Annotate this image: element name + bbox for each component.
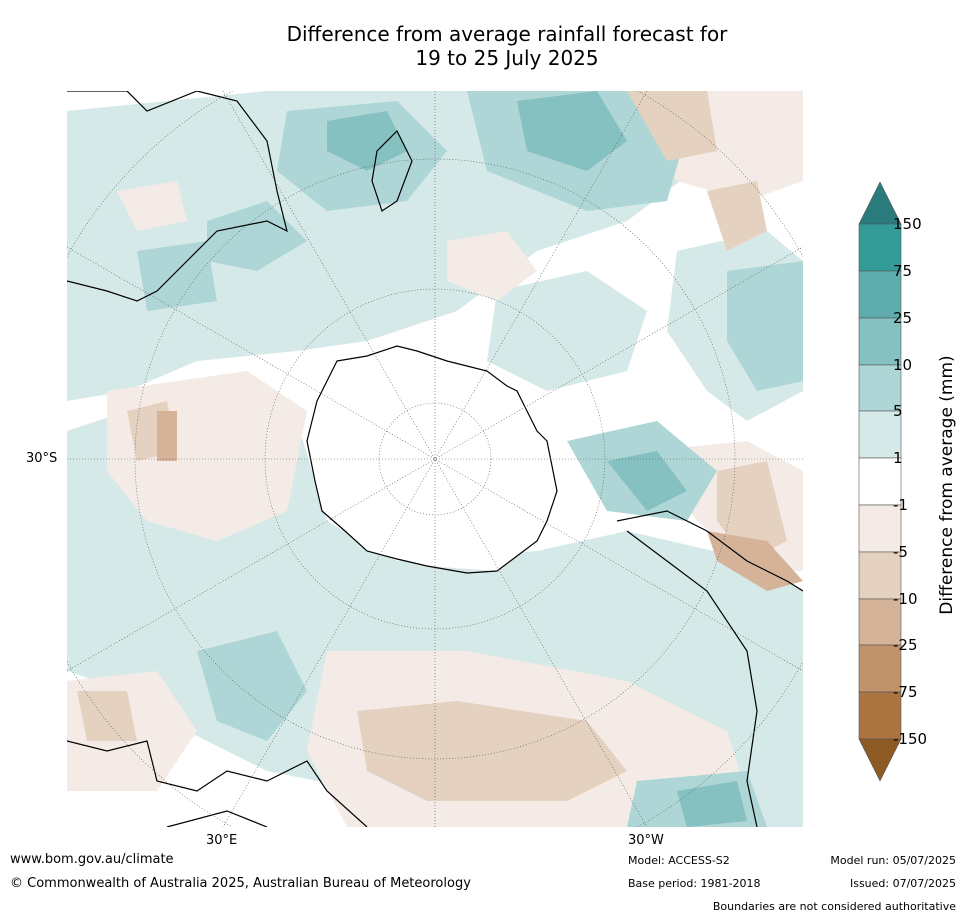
colorbar-tick: -1 — [893, 496, 908, 514]
chart-title: Difference from average rainfall forecas… — [0, 22, 965, 70]
graticule — [67, 91, 803, 827]
antarctica-coastline — [306, 345, 558, 574]
model-run-text: Model run: 05/07/2025 — [830, 854, 956, 867]
colorbar-bin-10-5 — [858, 364, 902, 412]
base-period-text: Base period: 1981-2018 — [628, 877, 761, 890]
colorbar-tick: -150 — [893, 730, 928, 748]
colorbar-bin-neg75-neg150 — [858, 691, 902, 740]
colorbar-tick: 1 — [893, 449, 903, 467]
australia-coastline — [67, 740, 368, 827]
colorbar-bin-25-10 — [858, 317, 902, 366]
longitude-label-right: 30°W — [628, 833, 664, 848]
issued-text: Issued: 07/07/2025 — [849, 877, 956, 890]
madagascar-coastline — [371, 129, 413, 212]
colorbar-tick: 10 — [893, 356, 913, 374]
colorbar-axis-label: Difference from average (mm) — [937, 355, 957, 615]
colorbar-bin-neg10-neg25 — [858, 598, 902, 646]
coastlines — [67, 91, 803, 827]
colorbar-tick: 150 — [893, 215, 922, 233]
dry-10-25-regions — [157, 411, 803, 591]
longitude-label-left: 30°E — [206, 833, 238, 848]
colorbar-tick: 75 — [893, 262, 913, 280]
colorbar-bin-neg1-neg5 — [858, 504, 902, 553]
latitude-label: 30°S — [26, 451, 58, 466]
colorbar-bin-neg25-neg75 — [858, 644, 902, 693]
colorbar — [858, 181, 902, 782]
model-text: Model: ACCESS-S2 — [628, 854, 730, 867]
colorbar-tick: -25 — [893, 636, 918, 654]
colorbar-tick: -75 — [893, 683, 918, 701]
title-line-1: Difference from average rainfall forecas… — [286, 22, 728, 46]
south-america-coastline — [616, 510, 803, 827]
africa-coastline — [67, 91, 288, 302]
colorbar-bin-5-1 — [858, 410, 902, 459]
wet-10-25-regions — [327, 91, 747, 827]
title-line-2: 19 to 25 July 2025 — [415, 46, 599, 70]
rainfall-anomaly-map — [67, 91, 803, 827]
colorbar-dry-extend — [858, 738, 902, 782]
antarctica-interior — [307, 346, 557, 571]
copyright-text: © Commonwealth of Australia 2025, Austra… — [10, 876, 471, 891]
disclaimer-text: Boundaries are not considered authoritat… — [712, 900, 956, 913]
colorbar-tick: 5 — [893, 402, 903, 420]
colorbar-bin-1-neg1 — [858, 457, 902, 506]
colorbar-tick: 25 — [893, 309, 913, 327]
website-link[interactable]: www.bom.gov.au/climate — [10, 852, 174, 867]
colorbar-tick: -5 — [893, 543, 908, 561]
colorbar-tick: -10 — [893, 590, 918, 608]
